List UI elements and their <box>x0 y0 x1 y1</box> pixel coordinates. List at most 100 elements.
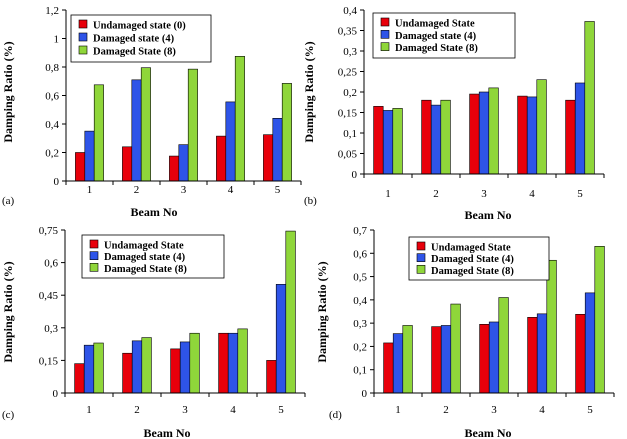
bar-damaged-8-beam-5 <box>285 230 296 394</box>
x-tick-label: 3 <box>481 188 487 200</box>
y-tick-label: 0,45 <box>39 290 59 302</box>
bar-undamaged-beam-4 <box>517 95 528 175</box>
bar-damaged-4-beam-2 <box>430 104 442 175</box>
legend-label-damaged-4: Damaged State (4) <box>431 254 514 265</box>
bar-damaged-8-beam-2 <box>450 303 461 394</box>
y-tick-label: 0,3 <box>44 323 58 335</box>
legend-swatch-undamaged <box>89 239 99 249</box>
y-tick-label: 0 <box>362 388 368 400</box>
legend-swatch-undamaged <box>416 241 426 251</box>
bar-damaged-4-beam-2 <box>440 325 452 394</box>
legend: Undamaged state (0) Damaged state (4) Dama… <box>70 14 212 63</box>
bar-damaged-4-beam-3 <box>178 144 189 182</box>
bar-damaged-8-beam-5 <box>584 21 595 175</box>
bar-undamaged-beam-1 <box>75 152 86 182</box>
x-tick-label: 5 <box>577 188 583 200</box>
legend-box <box>70 14 212 63</box>
legend-label-undamaged: Undamaged State <box>104 241 184 252</box>
x-tick-label: 4 <box>529 188 535 200</box>
bar-damaged-8-beam-4 <box>234 56 245 182</box>
y-tick-label: 0,4 <box>353 295 367 307</box>
bar-undamaged-beam-4 <box>527 317 538 394</box>
x-tick-label: 1 <box>385 188 391 200</box>
bar-damaged-8-beam-2 <box>140 67 151 182</box>
legend-swatch-damaged-4 <box>380 30 390 39</box>
y-tick-label: 0,05 <box>338 149 358 161</box>
y-tick-label: 0,25 <box>338 67 358 79</box>
bar-damaged-4-beam-1 <box>392 333 404 394</box>
bar-damaged-8-beam-1 <box>93 342 104 394</box>
y-tick-label: 0,2 <box>343 87 357 99</box>
bar-undamaged-beam-2 <box>421 99 432 175</box>
x-tick-label: 2 <box>134 404 140 416</box>
legend-box <box>81 234 225 279</box>
x-tick-label: 1 <box>395 404 401 416</box>
chart-panel-a: 0 0,2 0,4 0,6 0,8 1 1,2 1 2 3 4 5 Beam No Damping Rat… <box>1 5 302 219</box>
x-axis-title: Beam No <box>144 426 191 439</box>
bar-undamaged-beam-5 <box>263 134 274 182</box>
legend-label-undamaged: Undamaged State <box>395 19 475 30</box>
y-tick-label: 0,75 <box>39 225 59 237</box>
bar-undamaged-beam-5 <box>266 360 277 394</box>
bar-damaged-4-beam-1 <box>382 110 394 175</box>
bar-damaged-4-beam-4 <box>227 332 239 394</box>
chart-panel-b: 0 0,05 0,1 0,15 0,2 0,25 0,3 0,35 0,4 1 2 3 4 5 Beam N… <box>302 5 605 222</box>
bar-damaged-4-beam-2 <box>131 340 143 394</box>
x-tick-label: 2 <box>433 188 439 200</box>
bar-damaged-8-beam-2 <box>141 337 152 394</box>
bar-damaged-8-beam-3 <box>498 297 509 394</box>
legend-label-damaged-4: Damaged state (4) <box>93 34 175 45</box>
bar-undamaged-beam-5 <box>575 313 586 394</box>
y-tick-label: 0,2 <box>45 148 59 160</box>
x-tick-label: 2 <box>134 184 140 196</box>
y-tick-label: 0,2 <box>353 341 367 353</box>
y-tick-label: 0,7 <box>353 225 367 237</box>
bar-damaged-4-beam-5 <box>584 292 596 394</box>
legend-label-damaged-4: Damaged state (4) <box>395 31 477 42</box>
x-axis-title: Beam No <box>465 426 512 439</box>
bar-undamaged-beam-5 <box>565 99 576 175</box>
panel-label: (d) <box>329 409 342 421</box>
y-tick-label: 0,35 <box>338 26 358 38</box>
y-tick-label: 0,3 <box>353 318 367 330</box>
bar-damaged-4-beam-2 <box>131 79 142 182</box>
legend-swatch-damaged-8 <box>78 45 88 55</box>
legend-label-damaged-8: Damaged State (8) <box>93 47 176 58</box>
y-tick-label: 0,3 <box>343 46 357 58</box>
x-tick-label: 3 <box>491 404 497 416</box>
y-tick-label: 1,2 <box>45 5 59 17</box>
bar-undamaged-beam-2 <box>122 352 133 394</box>
bar-damaged-4-beam-5 <box>574 82 586 175</box>
y-tick-label: 0 <box>54 176 60 188</box>
y-tick-label: 0,5 <box>353 272 367 284</box>
bar-damaged-4-beam-1 <box>84 130 95 182</box>
x-tick-label: 3 <box>181 184 187 196</box>
legend-box <box>372 12 516 59</box>
x-tick-label: 4 <box>539 404 545 416</box>
legend-label-damaged-4: Damaged state (4) <box>104 252 186 263</box>
bar-undamaged-beam-3 <box>469 93 480 175</box>
legend-label-damaged-8: Damaged State (8) <box>104 264 187 275</box>
bar-damaged-8-beam-3 <box>488 87 499 175</box>
y-tick-label: 0,6 <box>353 248 367 260</box>
y-tick-label: 0,8 <box>45 62 59 74</box>
bar-damaged-8-beam-1 <box>93 84 104 182</box>
chart-panel-c: 0 0,15 0,3 0,45 0,6 0,75 1 2 3 4 5 Beam No Damping R… <box>1 225 306 439</box>
y-tick-label: 0,1 <box>343 128 357 140</box>
bar-damaged-8-beam-3 <box>189 332 200 394</box>
y-tick-label: 0,15 <box>338 108 358 120</box>
x-tick-label: 4 <box>228 184 234 196</box>
x-axis-title: Beam No <box>131 205 178 219</box>
bar-undamaged-beam-1 <box>74 363 85 394</box>
y-tick-label: 0,1 <box>353 365 367 377</box>
bar-undamaged-beam-1 <box>373 106 384 175</box>
legend-swatch-damaged-4 <box>78 32 88 42</box>
bar-damaged-8-beam-5 <box>281 83 292 182</box>
x-axis-title: Beam No <box>465 208 512 222</box>
legend-swatch-damaged-8 <box>380 42 390 51</box>
legend-label-undamaged: Undamaged state (0) <box>93 21 186 32</box>
